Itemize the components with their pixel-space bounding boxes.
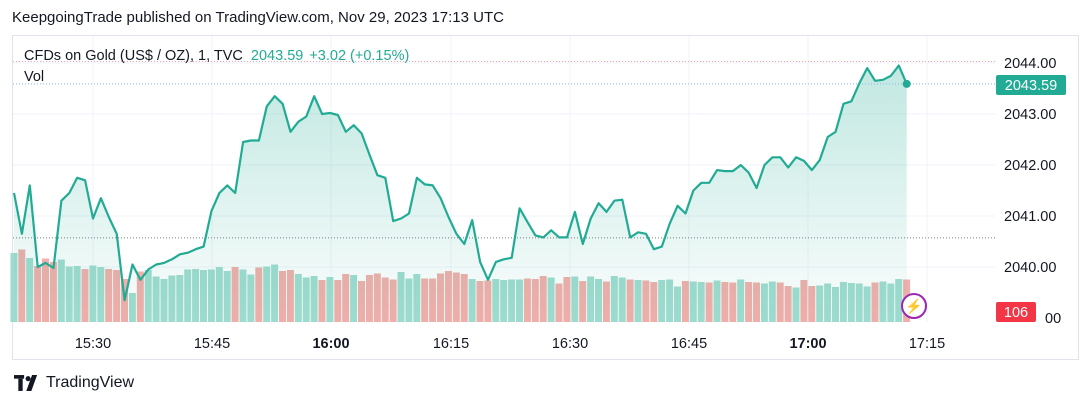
x-tick-label: 16:45 <box>671 336 707 352</box>
volume-axis-tick: 00 <box>1045 311 1061 327</box>
chart-frame[interactable] <box>12 35 1079 360</box>
volume-badge-label: 106 <box>1004 305 1028 321</box>
x-tick-label: 16:00 <box>312 336 349 352</box>
y-tick-label: 2042.00 <box>1004 158 1056 174</box>
y-tick-label: 2043.00 <box>1004 107 1056 123</box>
y-tick-label: 2044.00 <box>1004 56 1056 72</box>
price-area-fill <box>14 65 907 322</box>
price-badge <box>996 75 1066 95</box>
last-price-dot <box>902 79 911 88</box>
volume-legend[interactable]: Vol <box>24 69 45 85</box>
x-axis: 15:30 15:45 16:00 16:15 16:30 16:45 17:00 17:15 <box>75 336 945 352</box>
footer-brand: TradingView <box>46 374 135 391</box>
tradingview-logo-icon <box>14 375 38 391</box>
publish-header: KeepgoingTrade published on TradingView.… <box>12 9 504 26</box>
y-tick-label: 2041.00 <box>1004 209 1056 225</box>
x-tick-label: 17:00 <box>789 336 826 352</box>
x-tick-label: 15:30 <box>75 336 111 352</box>
x-tick-label: 15:45 <box>194 336 230 352</box>
last-price-value: 2043.59 <box>250 48 304 64</box>
y-tick-label: 2040.00 <box>1004 260 1056 276</box>
symbol-title[interactable]: CFDs on Gold (US$ / OZ), 1, TVC <box>24 48 243 64</box>
price-change: +3.02 (+0.15%) <box>309 48 410 64</box>
y-axis: 2044.00 2043.00 2042.00 2041.00 2040.00 <box>1004 56 1056 276</box>
x-tick-label: 16:30 <box>552 336 588 352</box>
price-badge-label: 2043.59 <box>1005 78 1057 94</box>
flash-icon[interactable]: ⚡ <box>901 293 927 319</box>
x-tick-label: 17:15 <box>909 336 945 352</box>
volume-badge <box>996 302 1036 322</box>
volume-bar <box>10 253 18 322</box>
series-legend: CFDs on Gold (US$ / OZ), 1, TVC 2043.59 +3… <box>24 48 409 64</box>
footer: TradingView <box>14 374 134 392</box>
price-line <box>12 64 908 302</box>
x-tick-label: 16:15 <box>433 336 469 352</box>
